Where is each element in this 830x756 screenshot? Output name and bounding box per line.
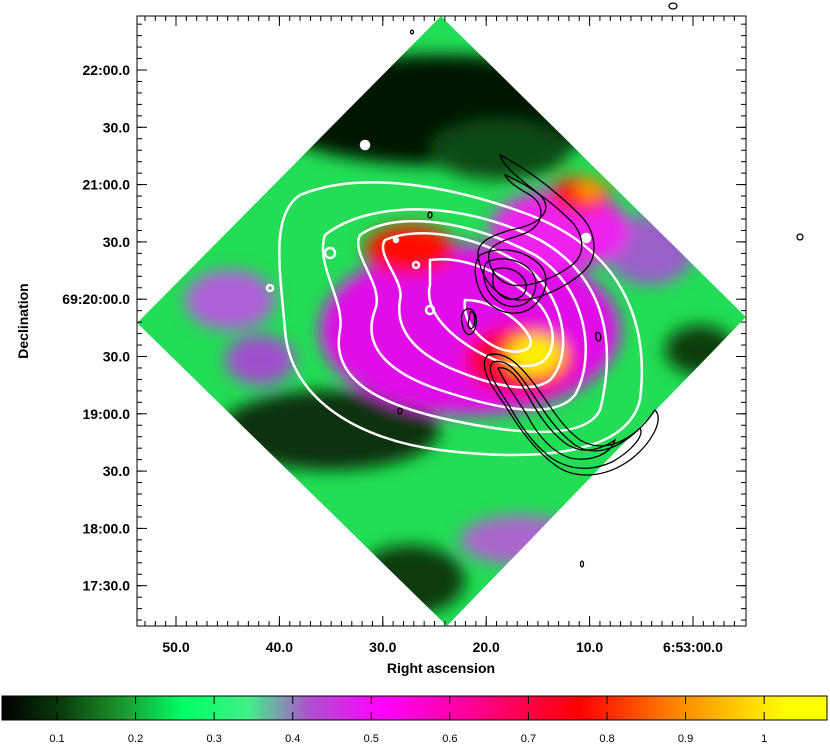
- black-contour-shell: [488, 173, 583, 287]
- y-tick-label: 19:00.0: [83, 406, 131, 422]
- white-spot: [323, 246, 337, 260]
- y-tick-label: 30.0: [103, 463, 130, 479]
- colorbar-tick-label: 0.7: [521, 733, 536, 745]
- colorbar-tick-label: 0.5: [364, 733, 379, 745]
- black-contour-shell: [477, 153, 595, 301]
- black-contours: [397, 2, 804, 568]
- x-tick-label: 50.0: [162, 639, 189, 655]
- colorbar-ticks: 0.1 0.2 0.3 0.4 0.5 0.6 0.7 0.8 0.9 1: [49, 696, 767, 745]
- black-contour-small: [460, 308, 478, 336]
- x-tick-label: 40.0: [266, 639, 293, 655]
- black-contour-small: [397, 407, 403, 415]
- x-tick-label: 10.0: [576, 639, 603, 655]
- y-tick-label: 69:20:00.0: [62, 291, 130, 307]
- black-contour-arc: [492, 267, 527, 300]
- x-axis-label: Right ascension: [387, 660, 495, 676]
- white-spot: [424, 304, 436, 316]
- black-contour-small: [796, 233, 804, 241]
- white-contour-2: [321, 208, 609, 434]
- x-tick-label: 30.0: [369, 639, 396, 655]
- y-tick-label: 17:30.0: [83, 578, 131, 594]
- black-contour-small: [427, 211, 433, 219]
- black-contour-tail: [489, 360, 642, 469]
- black-contour-tail: [497, 367, 617, 460]
- black-contour-small: [579, 560, 585, 568]
- black-contour-tail: [483, 353, 659, 476]
- colorbar-tick-label: 0.1: [49, 733, 64, 745]
- black-contour-small: [409, 29, 415, 35]
- plot-frame: [136, 15, 747, 627]
- axes: 50.0 40.0 30.0 20.0 10.0 6:53:00.0 22:00.0 30.0…: [15, 16, 746, 676]
- y-axis-label: Declination: [15, 283, 31, 358]
- black-contour-small: [467, 311, 476, 330]
- black-contour-small: [668, 2, 678, 10]
- y-tick-label: 18:00.0: [83, 520, 131, 536]
- y-tick-label: 30.0: [103, 234, 130, 250]
- colorbar: [1, 695, 828, 721]
- colorbar-tick-label: 1: [761, 733, 767, 745]
- white-spot: [359, 139, 371, 151]
- colorbar-tick-label: 0.4: [285, 733, 300, 745]
- colorbar-tick-label: 0.8: [599, 733, 614, 745]
- colorbar-tick-label: 0.2: [128, 733, 143, 745]
- white-spot: [265, 283, 275, 293]
- white-spot: [392, 236, 400, 244]
- white-spot: [580, 232, 592, 244]
- x-tick-label: 20.0: [473, 639, 500, 655]
- colorbar-tick-label: 0.9: [678, 733, 693, 745]
- white-contour-1: [278, 181, 644, 457]
- black-contour-small: [595, 331, 602, 342]
- white-contours: [265, 139, 644, 457]
- white-contour-4: [381, 232, 565, 389]
- colorbar-tick-label: 0.6: [442, 733, 457, 745]
- y-tick-label: 22:00.0: [83, 62, 131, 78]
- black-contour-arc: [474, 249, 547, 314]
- black-contour-arc: [483, 258, 537, 308]
- y-tick-label: 30.0: [103, 119, 130, 135]
- colorbar-tick-label: 0.3: [206, 733, 221, 745]
- white-spot: [411, 260, 421, 270]
- y-tick-label: 21:00.0: [83, 177, 131, 193]
- y-tick-label: 30.0: [103, 349, 130, 365]
- x-tick-label: 6:53:00.0: [663, 639, 723, 655]
- white-contour-5: [427, 258, 554, 368]
